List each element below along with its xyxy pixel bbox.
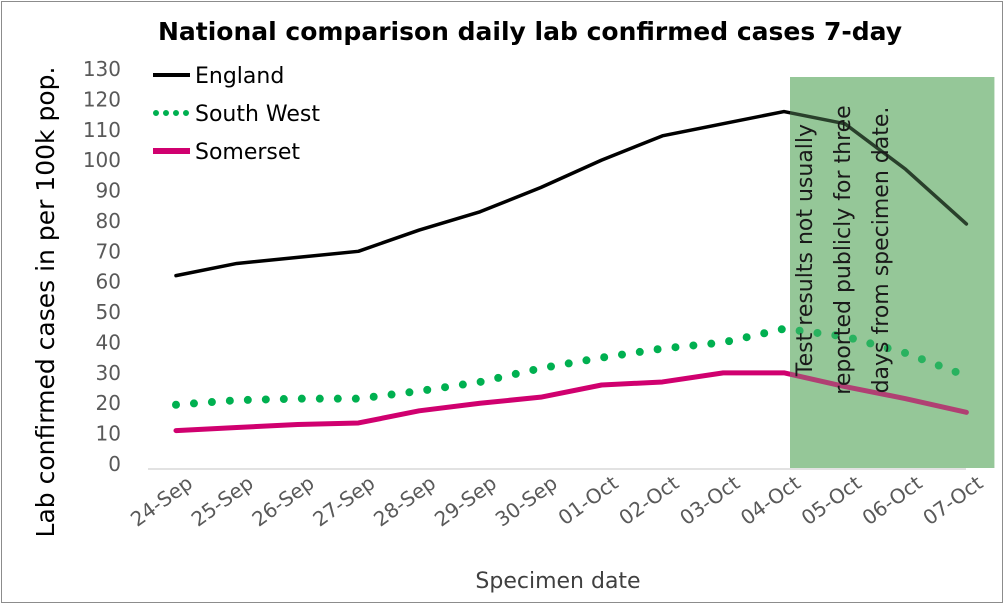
- x-tick-label: 02-Oct: [614, 471, 683, 530]
- series-line-england: [174, 109, 969, 278]
- legend-label: England: [195, 64, 284, 89]
- y-tick-label: 100: [83, 148, 121, 172]
- plot-area: 0 10 20 30 40 50 60 70 80 90 100 110 120 130 24-Sep25-…: [83, 57, 995, 531]
- x-tick-label: 27-Sep: [308, 471, 379, 532]
- shaded-annotation-line: Test results not usually: [793, 124, 818, 377]
- legend-label: South West: [195, 102, 320, 127]
- y-tick-label: 50: [96, 300, 121, 324]
- shaded-region: [790, 77, 995, 468]
- legend: England South West Somerset: [153, 64, 320, 165]
- y-axis-title: Lab confirmed cases in per 100k pop.: [31, 67, 60, 538]
- y-tick-label: 10: [96, 422, 121, 446]
- shaded-annotation-line: reported publicly for three: [831, 105, 856, 394]
- x-tick-label: 28-Sep: [369, 471, 440, 532]
- x-tick-label: 29-Sep: [430, 471, 501, 532]
- y-tick-label: 80: [96, 209, 121, 233]
- x-tick-label: 25-Sep: [187, 471, 258, 532]
- y-tick-label: 70: [96, 239, 121, 263]
- series-line-somerset: [173, 370, 969, 434]
- x-tick-label: 30-Sep: [491, 471, 562, 532]
- x-tick-label: 24-Sep: [126, 471, 197, 532]
- x-tick-label: 06-Oct: [858, 471, 927, 530]
- x-tick-label: 07-Oct: [918, 471, 987, 530]
- x-tick-label: 01-Oct: [554, 471, 623, 530]
- x-tick-label: 26-Sep: [247, 471, 318, 532]
- shaded-region-overlay: [790, 77, 995, 468]
- y-tick-label: 20: [96, 391, 121, 415]
- x-tick-label: 04-Oct: [736, 471, 805, 530]
- y-tick-label: 0: [108, 452, 121, 476]
- legend-label: Somerset: [195, 140, 300, 165]
- chart-title: National comparison daily lab confirmed …: [158, 17, 902, 46]
- y-tick-label: 130: [83, 57, 121, 81]
- x-axis-title: Specimen date: [475, 569, 640, 594]
- x-tick-label: 03-Oct: [675, 471, 744, 530]
- shaded-annotation-line: days from specimen date.: [869, 107, 894, 394]
- y-tick-label: 90: [96, 179, 121, 203]
- x-tick-label: 05-Oct: [797, 471, 866, 530]
- series-line-south-west: [172, 324, 971, 409]
- y-tick-label: 40: [96, 330, 121, 354]
- y-tick-label: 30: [96, 361, 121, 385]
- y-tick-label: 120: [83, 87, 121, 111]
- y-tick-label: 60: [96, 270, 121, 294]
- y-tick-label: 110: [83, 118, 121, 142]
